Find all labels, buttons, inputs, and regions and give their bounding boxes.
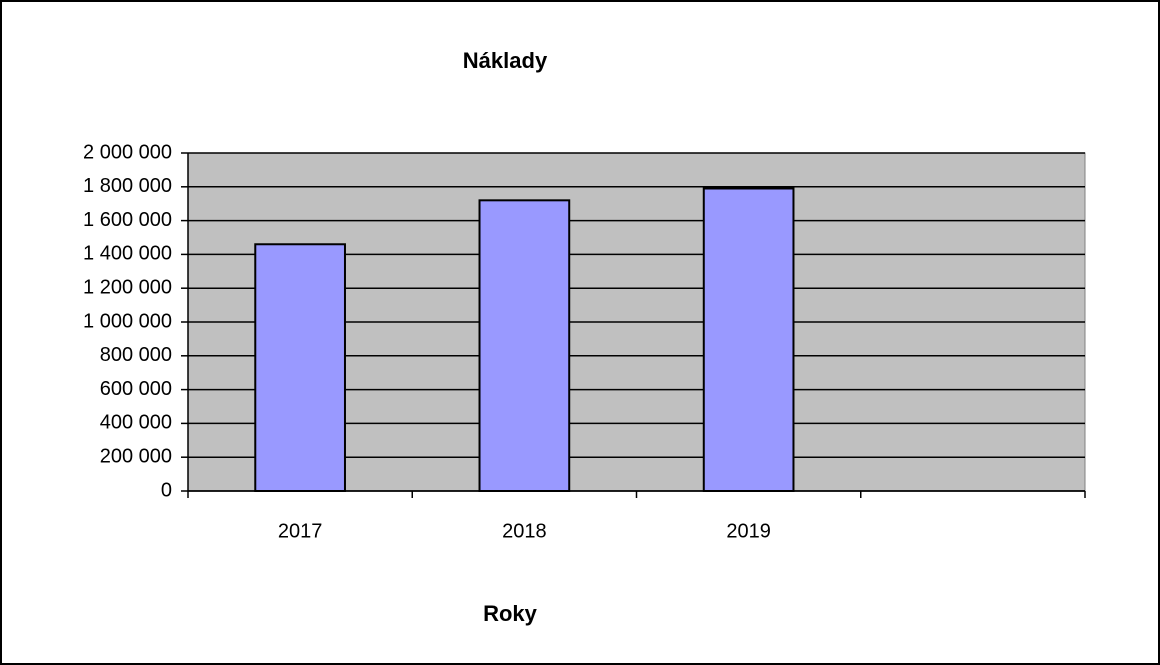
bar xyxy=(702,187,795,493)
y-tick-label: 1 200 000 xyxy=(83,276,172,298)
y-tick-label: 2 000 000 xyxy=(83,141,172,163)
y-tick-label: 1 400 000 xyxy=(83,243,172,265)
y-tick-label: 1 000 000 xyxy=(83,310,172,332)
y-tick-label: 0 xyxy=(161,479,172,501)
x-axis-label: Roky xyxy=(483,601,538,626)
y-tick-label: 600 000 xyxy=(100,378,172,400)
bar xyxy=(478,199,571,492)
y-tick-label: 1 800 000 xyxy=(83,175,172,197)
y-tick-label: 800 000 xyxy=(100,344,172,366)
chart-title: Náklady xyxy=(463,48,548,73)
y-tick-label: 400 000 xyxy=(100,412,172,434)
bar xyxy=(254,243,346,492)
x-tick-label: 2018 xyxy=(502,520,547,542)
y-tick-label: 1 600 000 xyxy=(83,209,172,231)
x-tick-label: 2017 xyxy=(278,520,323,542)
y-tick-label: 200 000 xyxy=(100,445,172,467)
x-tick-label: 2019 xyxy=(726,520,771,542)
